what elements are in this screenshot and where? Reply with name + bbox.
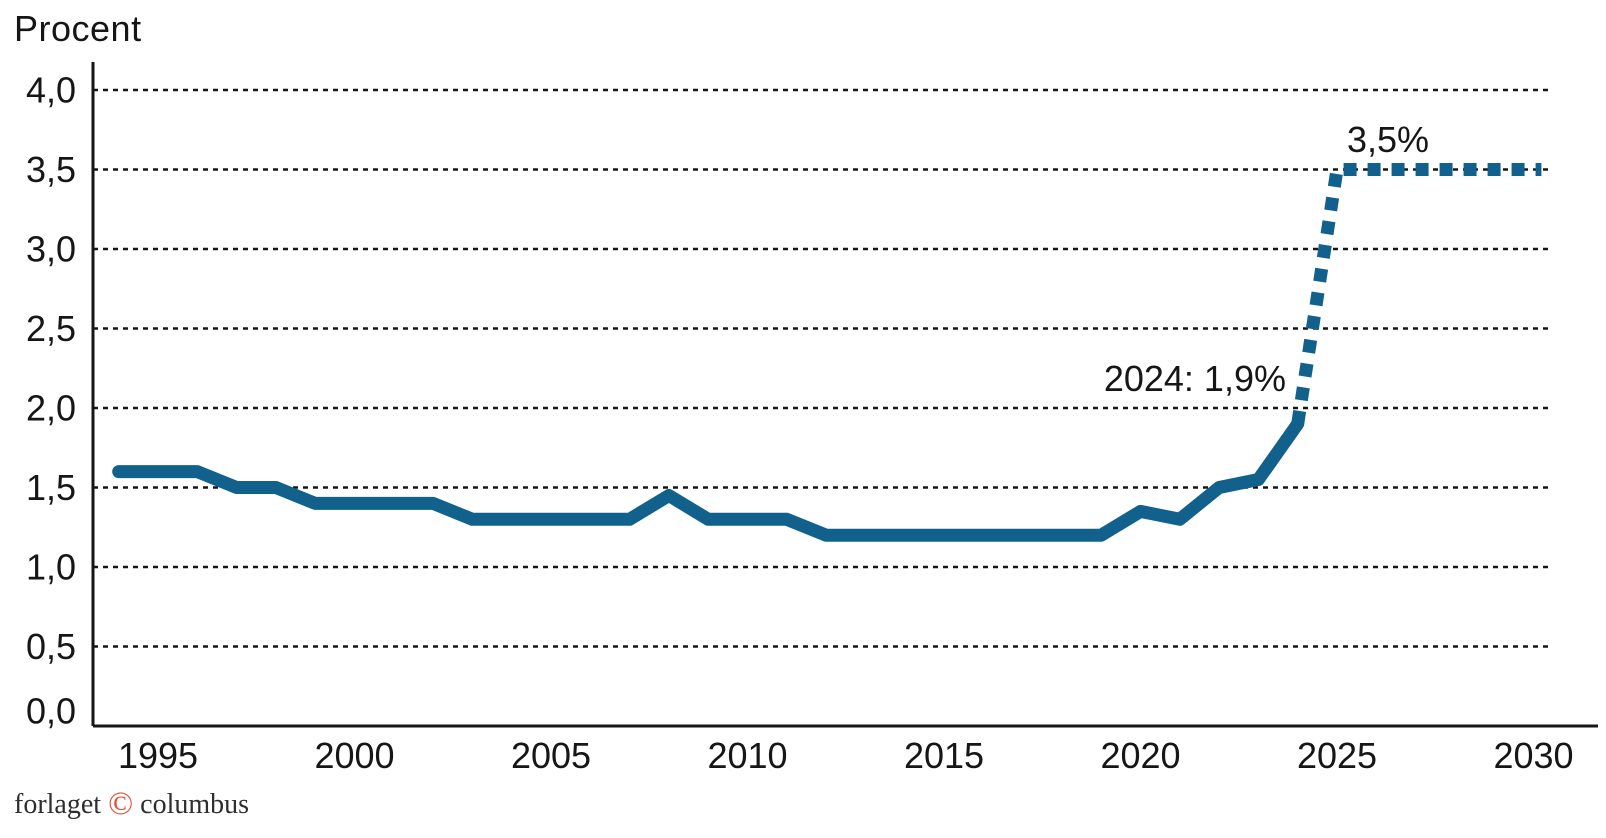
- publisher-name-suffix: columbus: [140, 789, 250, 820]
- x-tick-label-2000: 2000: [314, 735, 394, 776]
- y-tick-label-4,0: 4,0: [26, 70, 76, 111]
- copyright-icon: ©: [108, 786, 134, 822]
- x-tick-label-1995: 1995: [118, 735, 198, 776]
- observed-line: [112, 417, 1305, 542]
- x-tick-label-2010: 2010: [707, 735, 787, 776]
- publisher-name-prefix: forlaget: [14, 789, 102, 820]
- x-axis-tick-labels: 1995 2000 2005 2010 2015 2020 2025 2030: [118, 735, 1574, 776]
- y-tick-label-1,5: 1,5: [26, 467, 76, 508]
- y-axis-title: Procent: [14, 8, 142, 49]
- annotation-target-value: 3,5%: [1347, 119, 1429, 160]
- x-tick-label-2015: 2015: [904, 735, 984, 776]
- annotations: 2024: 1,9% 3,5%: [1104, 119, 1429, 399]
- y-tick-label-3,0: 3,0: [26, 229, 76, 270]
- x-tick-label-2005: 2005: [511, 735, 591, 776]
- y-tick-label-0,5: 0,5: [26, 626, 76, 667]
- y-tick-label-3,5: 3,5: [26, 149, 76, 190]
- y-tick-label-2,5: 2,5: [26, 308, 76, 349]
- publisher-credit: forlaget © columbus: [14, 786, 250, 822]
- y-axis-tick-labels: 0,0 0,5 1,0 1,5 2,0 2,5 3,0 3,5 4,0: [26, 70, 76, 732]
- y-tick-label-0,0: 0,0: [26, 691, 76, 732]
- x-tick-label-2030: 2030: [1493, 735, 1573, 776]
- y-tick-label-1,0: 1,0: [26, 547, 76, 588]
- annotation-2024-value: 2024: 1,9%: [1104, 358, 1286, 399]
- x-tick-label-2020: 2020: [1100, 735, 1180, 776]
- axes: [91, 62, 1598, 728]
- gridlines: [93, 88, 1552, 648]
- x-tick-label-2025: 2025: [1297, 735, 1377, 776]
- y-tick-label-2,0: 2,0: [26, 388, 76, 429]
- projection-line: [1291, 163, 1542, 425]
- data-series: [112, 163, 1542, 542]
